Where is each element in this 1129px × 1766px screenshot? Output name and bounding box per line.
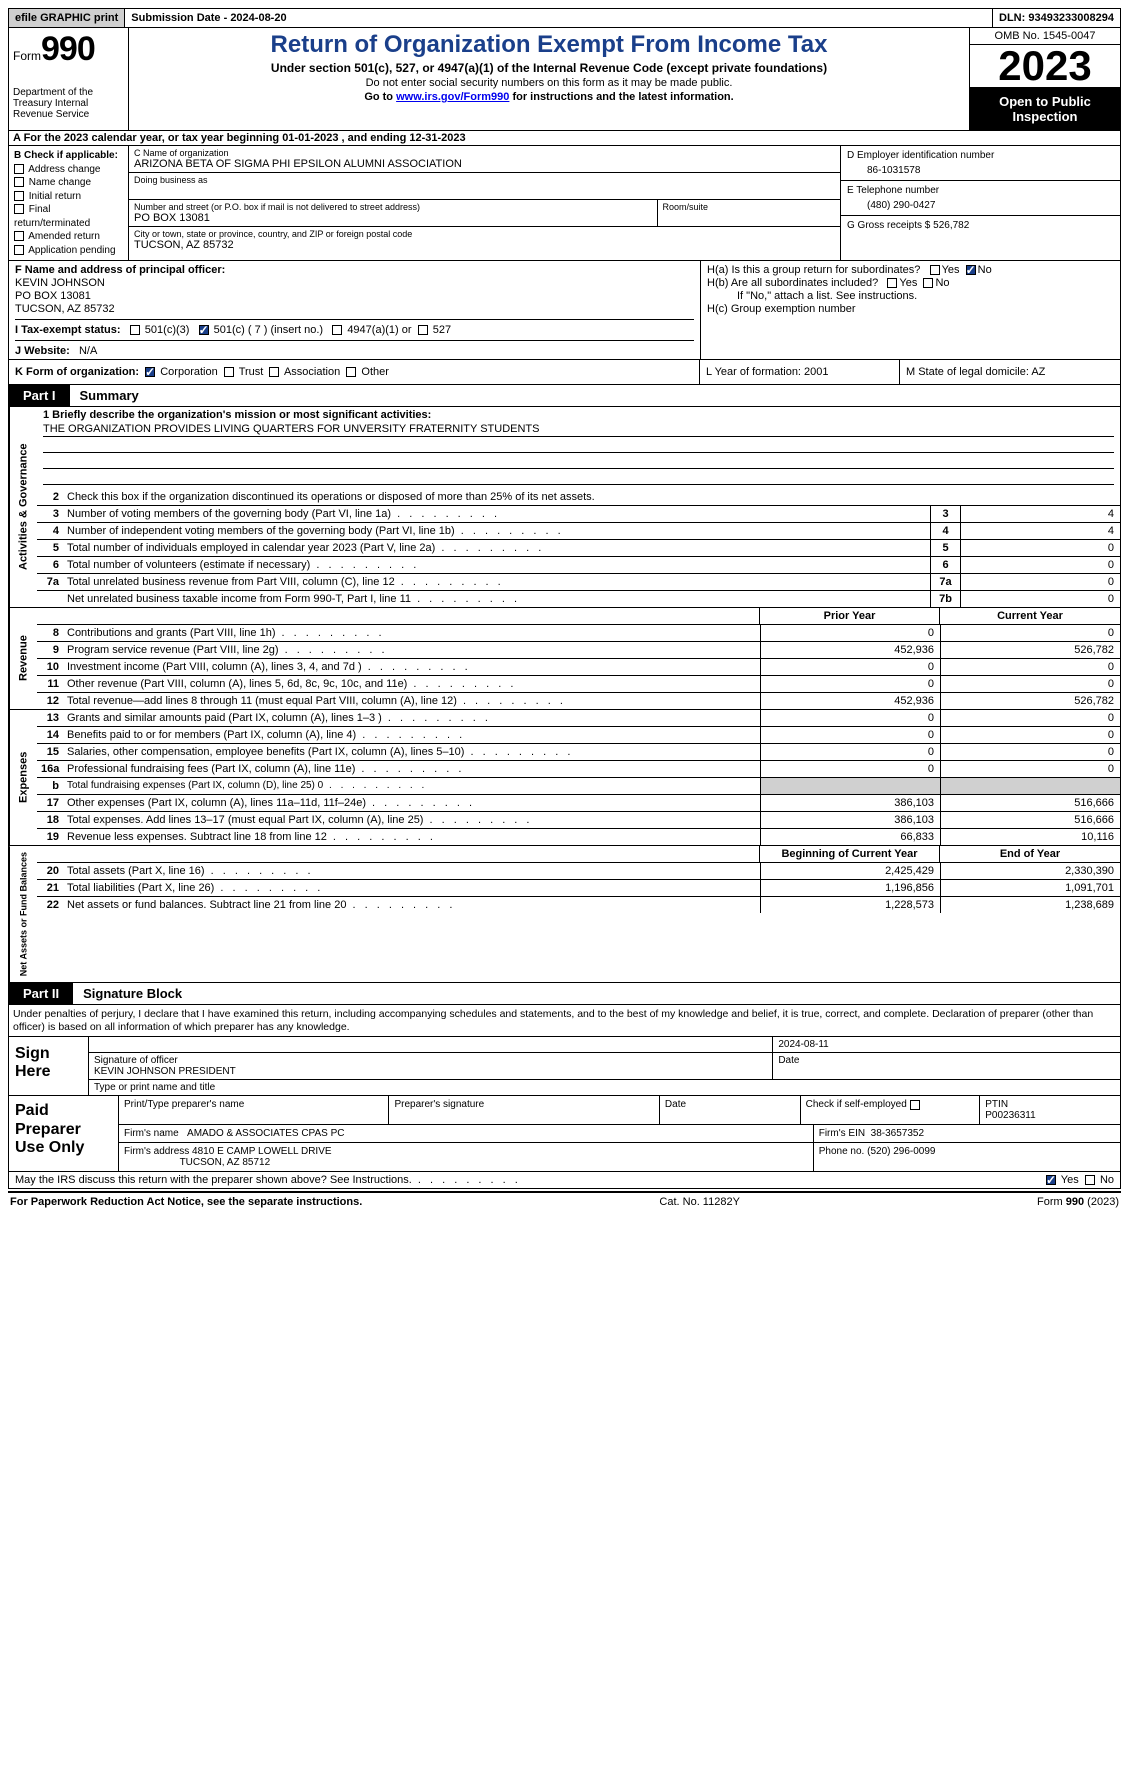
- page-footer: For Paperwork Reduction Act Notice, see …: [8, 1191, 1121, 1211]
- ptin: P00236311: [985, 1110, 1035, 1121]
- irs-discuss-row: May the IRS discuss this return with the…: [8, 1172, 1121, 1189]
- 501c3-checkbox[interactable]: [130, 325, 140, 335]
- klm-row: K Form of organization: Corporation Trus…: [8, 360, 1121, 385]
- state-domicile: M State of legal domicile: AZ: [900, 360, 1120, 384]
- mission-text: THE ORGANIZATION PROVIDES LIVING QUARTER…: [43, 423, 1114, 437]
- website-value: N/A: [79, 345, 97, 357]
- boxb-checkbox[interactable]: [14, 191, 24, 201]
- other-checkbox[interactable]: [346, 367, 356, 377]
- efile-print-button[interactable]: efile GRAPHIC print: [9, 9, 125, 27]
- box-de: D Employer identification number86-10315…: [840, 146, 1120, 260]
- fh-block: F Name and address of principal officer:…: [8, 261, 1121, 360]
- period-row: A For the 2023 calendar year, or tax yea…: [8, 131, 1121, 146]
- discuss-no-checkbox[interactable]: [1085, 1175, 1095, 1185]
- irs-link[interactable]: www.irs.gov/Form990: [396, 91, 509, 103]
- 501c-checkbox[interactable]: [199, 325, 209, 335]
- hb-no-checkbox[interactable]: [923, 278, 933, 288]
- subtitle-2: Do not enter social security numbers on …: [137, 77, 961, 89]
- boxb-checkbox[interactable]: [14, 245, 24, 255]
- part1-header: Part ISummary: [8, 385, 1121, 407]
- discuss-yes-checkbox[interactable]: [1046, 1175, 1056, 1185]
- ha-no-checkbox[interactable]: [966, 265, 976, 275]
- top-bar: efile GRAPHIC print Submission Date - 20…: [8, 8, 1121, 28]
- trust-checkbox[interactable]: [224, 367, 234, 377]
- ein: 86-1031578: [847, 165, 1114, 176]
- box-c: C Name of organization ARIZONA BETA OF S…: [129, 146, 840, 260]
- phone: (480) 290-0427: [847, 200, 1114, 211]
- street: PO BOX 13081: [134, 212, 652, 224]
- firm-ein: 38-3657352: [871, 1128, 924, 1139]
- 4947-checkbox[interactable]: [332, 325, 342, 335]
- form-number: Form990: [13, 30, 124, 69]
- sign-here-block: Sign Here 2024-08-11 Signature of office…: [8, 1037, 1121, 1096]
- corp-checkbox[interactable]: [145, 367, 155, 377]
- part2-header: Part IISignature Block: [8, 983, 1121, 1005]
- open-inspection: Open to Public Inspection: [970, 88, 1120, 130]
- dept-label: Department of the Treasury Internal Reve…: [13, 87, 124, 120]
- boxb-checkbox[interactable]: [14, 204, 24, 214]
- expenses-section: Expenses 13Grants and similar amounts pa…: [8, 710, 1121, 846]
- hb-yes-checkbox[interactable]: [887, 278, 897, 288]
- identity-block: B Check if applicable: Address change Na…: [8, 146, 1121, 261]
- subtitle-3: Go to www.irs.gov/Form990 for instructio…: [137, 91, 961, 103]
- self-employed-checkbox[interactable]: [910, 1100, 920, 1110]
- revenue-section: Revenue Prior YearCurrent Year 8Contribu…: [8, 608, 1121, 710]
- boxb-checkbox[interactable]: [14, 231, 24, 241]
- ha-yes-checkbox[interactable]: [930, 265, 940, 275]
- sign-date: 2024-08-11: [773, 1037, 1120, 1052]
- governance-section: Activities & Governance 1 Briefly descri…: [8, 407, 1121, 608]
- tax-year: 2023: [970, 45, 1120, 88]
- perjury-statement: Under penalties of perjury, I declare th…: [8, 1005, 1121, 1037]
- firm-phone: (520) 296-0099: [867, 1146, 935, 1157]
- form-title: Return of Organization Exempt From Incom…: [137, 31, 961, 59]
- paid-preparer-block: Paid Preparer Use Only Print/Type prepar…: [8, 1096, 1121, 1172]
- org-name: ARIZONA BETA OF SIGMA PHI EPSILON ALUMNI…: [134, 158, 835, 170]
- form-header: Form990 Department of the Treasury Inter…: [8, 28, 1121, 131]
- dln-label: DLN: 93493233008294: [993, 9, 1120, 27]
- subtitle-1: Under section 501(c), 527, or 4947(a)(1)…: [137, 61, 961, 75]
- 527-checkbox[interactable]: [418, 325, 428, 335]
- submission-date: Submission Date - 2024-08-20: [125, 9, 993, 27]
- officer-name: KEVIN JOHNSON: [15, 277, 694, 289]
- box-b: B Check if applicable: Address change Na…: [9, 146, 129, 260]
- signer-name: KEVIN JOHNSON PRESIDENT: [94, 1066, 236, 1077]
- boxb-checkbox[interactable]: [14, 164, 24, 174]
- firm-address: 4810 E CAMP LOWELL DRIVE: [192, 1146, 332, 1157]
- city: TUCSON, AZ 85732: [134, 239, 835, 251]
- netassets-section: Net Assets or Fund Balances Beginning of…: [8, 846, 1121, 983]
- gross-receipts: G Gross receipts $ 526,782: [841, 216, 1120, 260]
- assoc-checkbox[interactable]: [269, 367, 279, 377]
- firm-name: AMADO & ASSOCIATES CPAS PC: [187, 1128, 344, 1139]
- boxb-checkbox[interactable]: [14, 177, 24, 187]
- year-formation: L Year of formation: 2001: [700, 360, 900, 384]
